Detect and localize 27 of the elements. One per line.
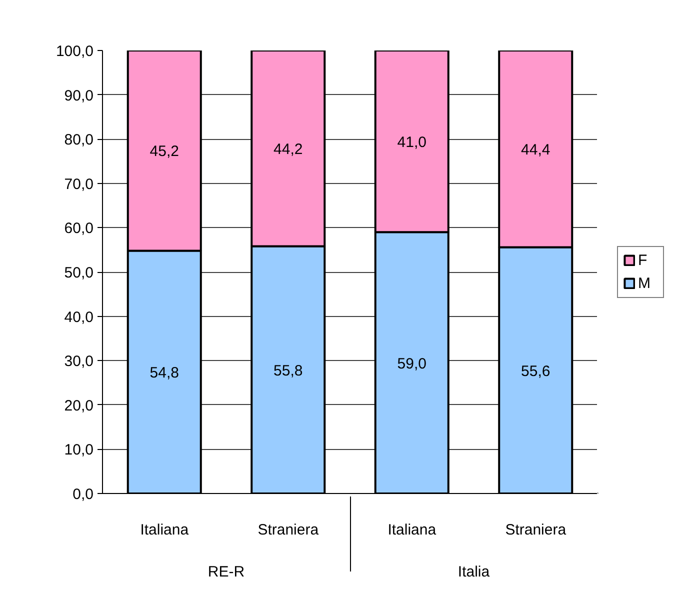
y-tick-label: 0,0	[72, 486, 94, 503]
data-label: 54,8	[150, 364, 179, 382]
y-tick-label: 50,0	[64, 264, 94, 282]
y-tick-label: 30,0	[64, 353, 94, 370]
data-label: 41,0	[397, 134, 426, 151]
x-tick-label: Straniera	[505, 522, 567, 538]
data-label: 45,2	[150, 143, 179, 160]
y-tick-label: 70,0	[64, 176, 94, 193]
y-tick-label: 100,0	[56, 43, 94, 60]
y-tick-label: 40,0	[64, 308, 94, 326]
data-label: 44,2	[274, 140, 303, 158]
data-label: 59,0	[397, 355, 426, 372]
x-tick-label: Straniera	[258, 522, 320, 538]
data-label: 55,6	[521, 362, 550, 380]
data-label: 55,8	[274, 362, 303, 380]
y-tick-label: 90,0	[64, 87, 94, 104]
legend-label: M	[638, 274, 652, 292]
x-tick-label: Italiana	[140, 522, 190, 538]
y-tick-label: 60,0	[64, 220, 94, 238]
data-label: 44,4	[521, 141, 550, 158]
y-tick-label: 80,0	[64, 132, 94, 149]
y-tick-label: 20,0	[64, 397, 94, 414]
text: Italia	[458, 564, 490, 580]
legend-label: F	[638, 252, 648, 268]
x-tick-label: Italiana	[388, 522, 437, 538]
text: RE-R	[208, 564, 245, 580]
y-tick-label: 10,0	[64, 442, 94, 459]
